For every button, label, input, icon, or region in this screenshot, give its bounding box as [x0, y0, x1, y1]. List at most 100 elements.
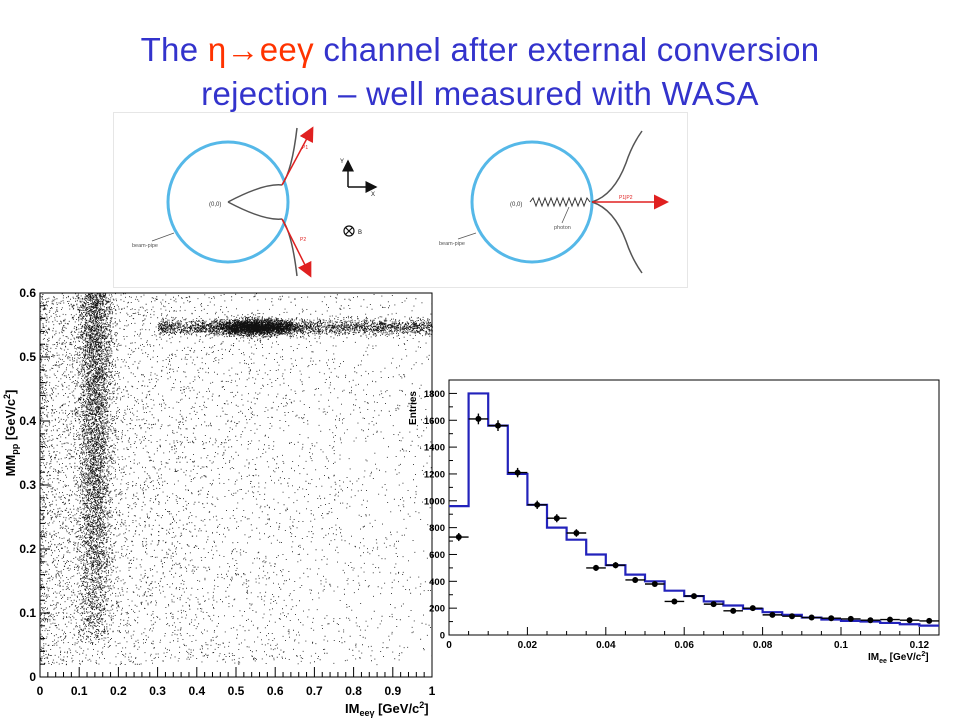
- histogram-axes: 0 0.02 0.04 0.06 0.08 0.1 0.12 0 200 400 600 800 100…: [424, 389, 930, 651]
- diagram-label-b: B: [358, 230, 362, 236]
- data-point: [743, 605, 763, 612]
- title-line-1: The η→eeγ channel after external convers…: [0, 28, 960, 72]
- x-tick-label: 0.9: [384, 684, 401, 698]
- x-tick-label: 0.02: [518, 640, 538, 651]
- data-point: [547, 514, 567, 523]
- data-point: [449, 533, 469, 542]
- beam-pipe-pointer-left: [151, 232, 175, 242]
- data-point-marker: [691, 593, 697, 600]
- data-point: [488, 420, 508, 431]
- b-field-symbol: [343, 225, 355, 237]
- track-lower-curve: [281, 218, 298, 277]
- data-point-marker: [926, 617, 933, 624]
- conversion-diagram-svg: (0,0) beam-pipe P1 P2 Y X B (0,0) photon…: [132, 126, 669, 278]
- x-tick-label: 0.6: [267, 684, 284, 698]
- y-tick-label: 0.2: [19, 542, 36, 556]
- x-tick-label: 0.3: [149, 684, 166, 698]
- data-point-marker: [887, 616, 893, 623]
- x-tick-label: 0.06: [674, 640, 694, 651]
- histogram-frame: [448, 379, 940, 636]
- title-channel: η→eeγ: [207, 31, 314, 68]
- momentum-arrow-p1: [281, 126, 314, 186]
- y-tick-label: 1000: [424, 496, 445, 507]
- data-point: [507, 467, 528, 478]
- data-point-marker: [632, 576, 639, 583]
- data-point-marker: [749, 605, 756, 612]
- track-p1-curve: [227, 184, 283, 203]
- slide-title: The η→eeγ channel after external convers…: [0, 28, 960, 116]
- data-point: [645, 581, 665, 587]
- data-point: [664, 598, 685, 605]
- title-rest: channel after external conversion: [313, 31, 820, 68]
- data-point-marker: [573, 530, 580, 536]
- data-point: [586, 564, 606, 571]
- x-tick-label: 0: [446, 640, 452, 651]
- x-tick-label: 0.12: [910, 640, 930, 651]
- data-point: [899, 617, 920, 624]
- y-tick-label: 1200: [424, 469, 445, 480]
- scatter-y-label: MMpp [GeV/c2]: [2, 390, 20, 477]
- x-tick-label: 0.8: [345, 684, 362, 698]
- data-point: [821, 615, 841, 622]
- beam-pipe-pointer-right: [457, 232, 477, 240]
- title-line-2: rejection – well measured with WASA: [201, 75, 759, 112]
- track-upper-curve: [281, 127, 298, 186]
- diagram-label-x: X: [371, 192, 375, 198]
- beam-pipe-circle-left: [166, 140, 290, 264]
- photon-line: [529, 196, 591, 208]
- scatter-x-label: IMeeγ [GeV/c2]: [345, 700, 429, 718]
- y-tick-label: 0: [440, 631, 445, 642]
- data-point: [625, 576, 645, 583]
- scatter-axes: 0 0.1 0.2 0.3 0.4 0.5 0.6 0.7 0.8 0.9 1 0 0.1 0.2 0.3 0…: [19, 286, 435, 698]
- diagram-label-y: Y: [340, 159, 344, 165]
- data-point: [605, 562, 626, 569]
- conversion-track-lower: [591, 201, 643, 274]
- data-point-marker: [808, 614, 815, 621]
- x-tick-label: 0.2: [110, 684, 127, 698]
- data-point: [762, 611, 783, 618]
- data-point: [841, 615, 861, 622]
- histogram-plot-svg: 0 0.02 0.04 0.06 0.08 0.1 0.12 0 200 400 600 800 100…: [408, 379, 940, 665]
- x-tick-label: 0: [37, 684, 44, 698]
- data-point-marker: [730, 607, 737, 614]
- data-point: [684, 593, 704, 600]
- data-point-marker: [828, 615, 835, 622]
- data-point-marker: [847, 615, 854, 622]
- histogram-y-label: Entries: [408, 391, 419, 425]
- scatter-plot-svg: 0 0.1 0.2 0.3 0.4 0.5 0.6 0.7 0.8 0.9 1 0 0.1 0.2 0.3 0…: [2, 286, 436, 718]
- y-tick-label: 600: [429, 550, 445, 561]
- data-point-marker: [593, 564, 599, 571]
- data-points-series: [449, 413, 939, 624]
- y-tick-label: 200: [429, 604, 445, 615]
- data-point: [468, 413, 489, 425]
- conversion-diagram: (0,0) beam-pipe P1 P2 Y X B (0,0) photon…: [113, 112, 688, 288]
- y-tick-label: 0.3: [19, 478, 36, 492]
- histogram-x-label: IMee [GeV/c2]: [868, 651, 929, 665]
- y-tick-label: 0.1: [19, 606, 36, 620]
- data-point-marker: [906, 617, 913, 624]
- y-tick-label: 1400: [424, 443, 445, 454]
- data-point-marker: [553, 515, 560, 522]
- diagram-label-origin-right: (0,0): [510, 202, 522, 208]
- scatter-plot: 0 0.1 0.2 0.3 0.4 0.5 0.6 0.7 0.8 0.9 1 0 0.1 0.2 0.3 0…: [0, 283, 440, 720]
- x-tick-label: 0.4: [188, 684, 205, 698]
- diagram-label-p2: P2: [300, 237, 306, 243]
- data-point: [919, 617, 939, 624]
- y-tick-label: 1800: [424, 389, 445, 400]
- x-tick-label: 0.1: [834, 640, 848, 651]
- data-point-marker: [651, 581, 658, 587]
- title-prefix: The: [140, 31, 208, 68]
- data-point: [527, 500, 547, 509]
- y-tick-label: 0.5: [19, 350, 36, 364]
- diagram-label-origin-left: (0,0): [209, 202, 221, 208]
- data-point-marker: [475, 415, 482, 422]
- histogram-plot: 0 0.02 0.04 0.06 0.08 0.1 0.12 0 200 400 600 800 100…: [402, 370, 960, 672]
- data-point-marker: [495, 422, 501, 429]
- x-tick-label: 0.08: [753, 640, 773, 651]
- x-tick-label: 0.7: [306, 684, 323, 698]
- diagram-label-beampipe-right: beam-pipe: [439, 241, 465, 247]
- data-point-marker: [514, 469, 521, 476]
- y-tick-label: 1600: [424, 416, 445, 427]
- data-point: [723, 607, 743, 614]
- diagram-label-beampipe-left: beam-pipe: [132, 243, 158, 249]
